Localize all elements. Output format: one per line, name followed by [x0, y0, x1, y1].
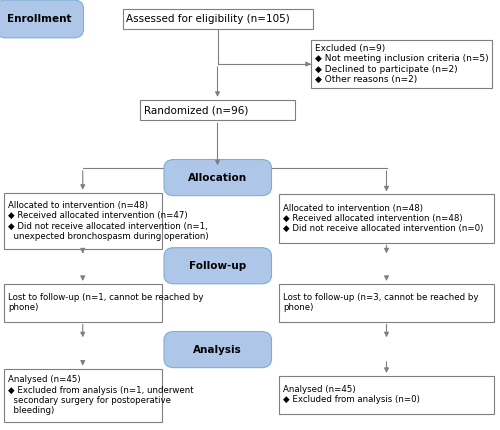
FancyBboxPatch shape	[279, 194, 494, 243]
FancyBboxPatch shape	[122, 9, 312, 29]
FancyBboxPatch shape	[140, 100, 295, 120]
Text: Randomized (n=96): Randomized (n=96)	[144, 105, 248, 115]
FancyBboxPatch shape	[311, 40, 492, 88]
FancyBboxPatch shape	[279, 284, 494, 322]
Text: Analysis: Analysis	[194, 344, 242, 355]
FancyBboxPatch shape	[0, 0, 84, 38]
FancyBboxPatch shape	[279, 376, 494, 414]
Text: Assessed for eligibility (n=105): Assessed for eligibility (n=105)	[126, 14, 290, 24]
Text: Lost to follow-up (n=1, cannot be reached by
phone): Lost to follow-up (n=1, cannot be reache…	[8, 293, 203, 313]
Text: Analysed (n=45)
◆ Excluded from analysis (n=1, underwent
  secondary surgery for: Analysed (n=45) ◆ Excluded from analysis…	[8, 375, 194, 415]
FancyBboxPatch shape	[4, 193, 162, 249]
Text: Enrollment: Enrollment	[8, 14, 72, 24]
FancyBboxPatch shape	[4, 284, 162, 322]
Text: Excluded (n=9)
◆ Not meeting inclusion criteria (n=5)
◆ Declined to participate : Excluded (n=9) ◆ Not meeting inclusion c…	[315, 44, 488, 84]
Text: Lost to follow-up (n=3, cannot be reached by
phone): Lost to follow-up (n=3, cannot be reache…	[283, 293, 478, 313]
Text: Analysed (n=45)
◆ Excluded from analysis (n=0): Analysed (n=45) ◆ Excluded from analysis…	[283, 385, 420, 405]
Text: Allocation: Allocation	[188, 172, 248, 183]
Text: Follow-up: Follow-up	[189, 261, 246, 271]
Text: Allocated to intervention (n=48)
◆ Received allocated intervention (n=48)
◆ Did : Allocated to intervention (n=48) ◆ Recei…	[283, 203, 484, 233]
FancyBboxPatch shape	[164, 160, 272, 196]
FancyBboxPatch shape	[4, 369, 162, 422]
FancyBboxPatch shape	[164, 332, 272, 368]
Text: Allocated to intervention (n=48)
◆ Received allocated intervention (n=47)
◆ Did : Allocated to intervention (n=48) ◆ Recei…	[8, 201, 208, 241]
FancyBboxPatch shape	[164, 248, 272, 284]
